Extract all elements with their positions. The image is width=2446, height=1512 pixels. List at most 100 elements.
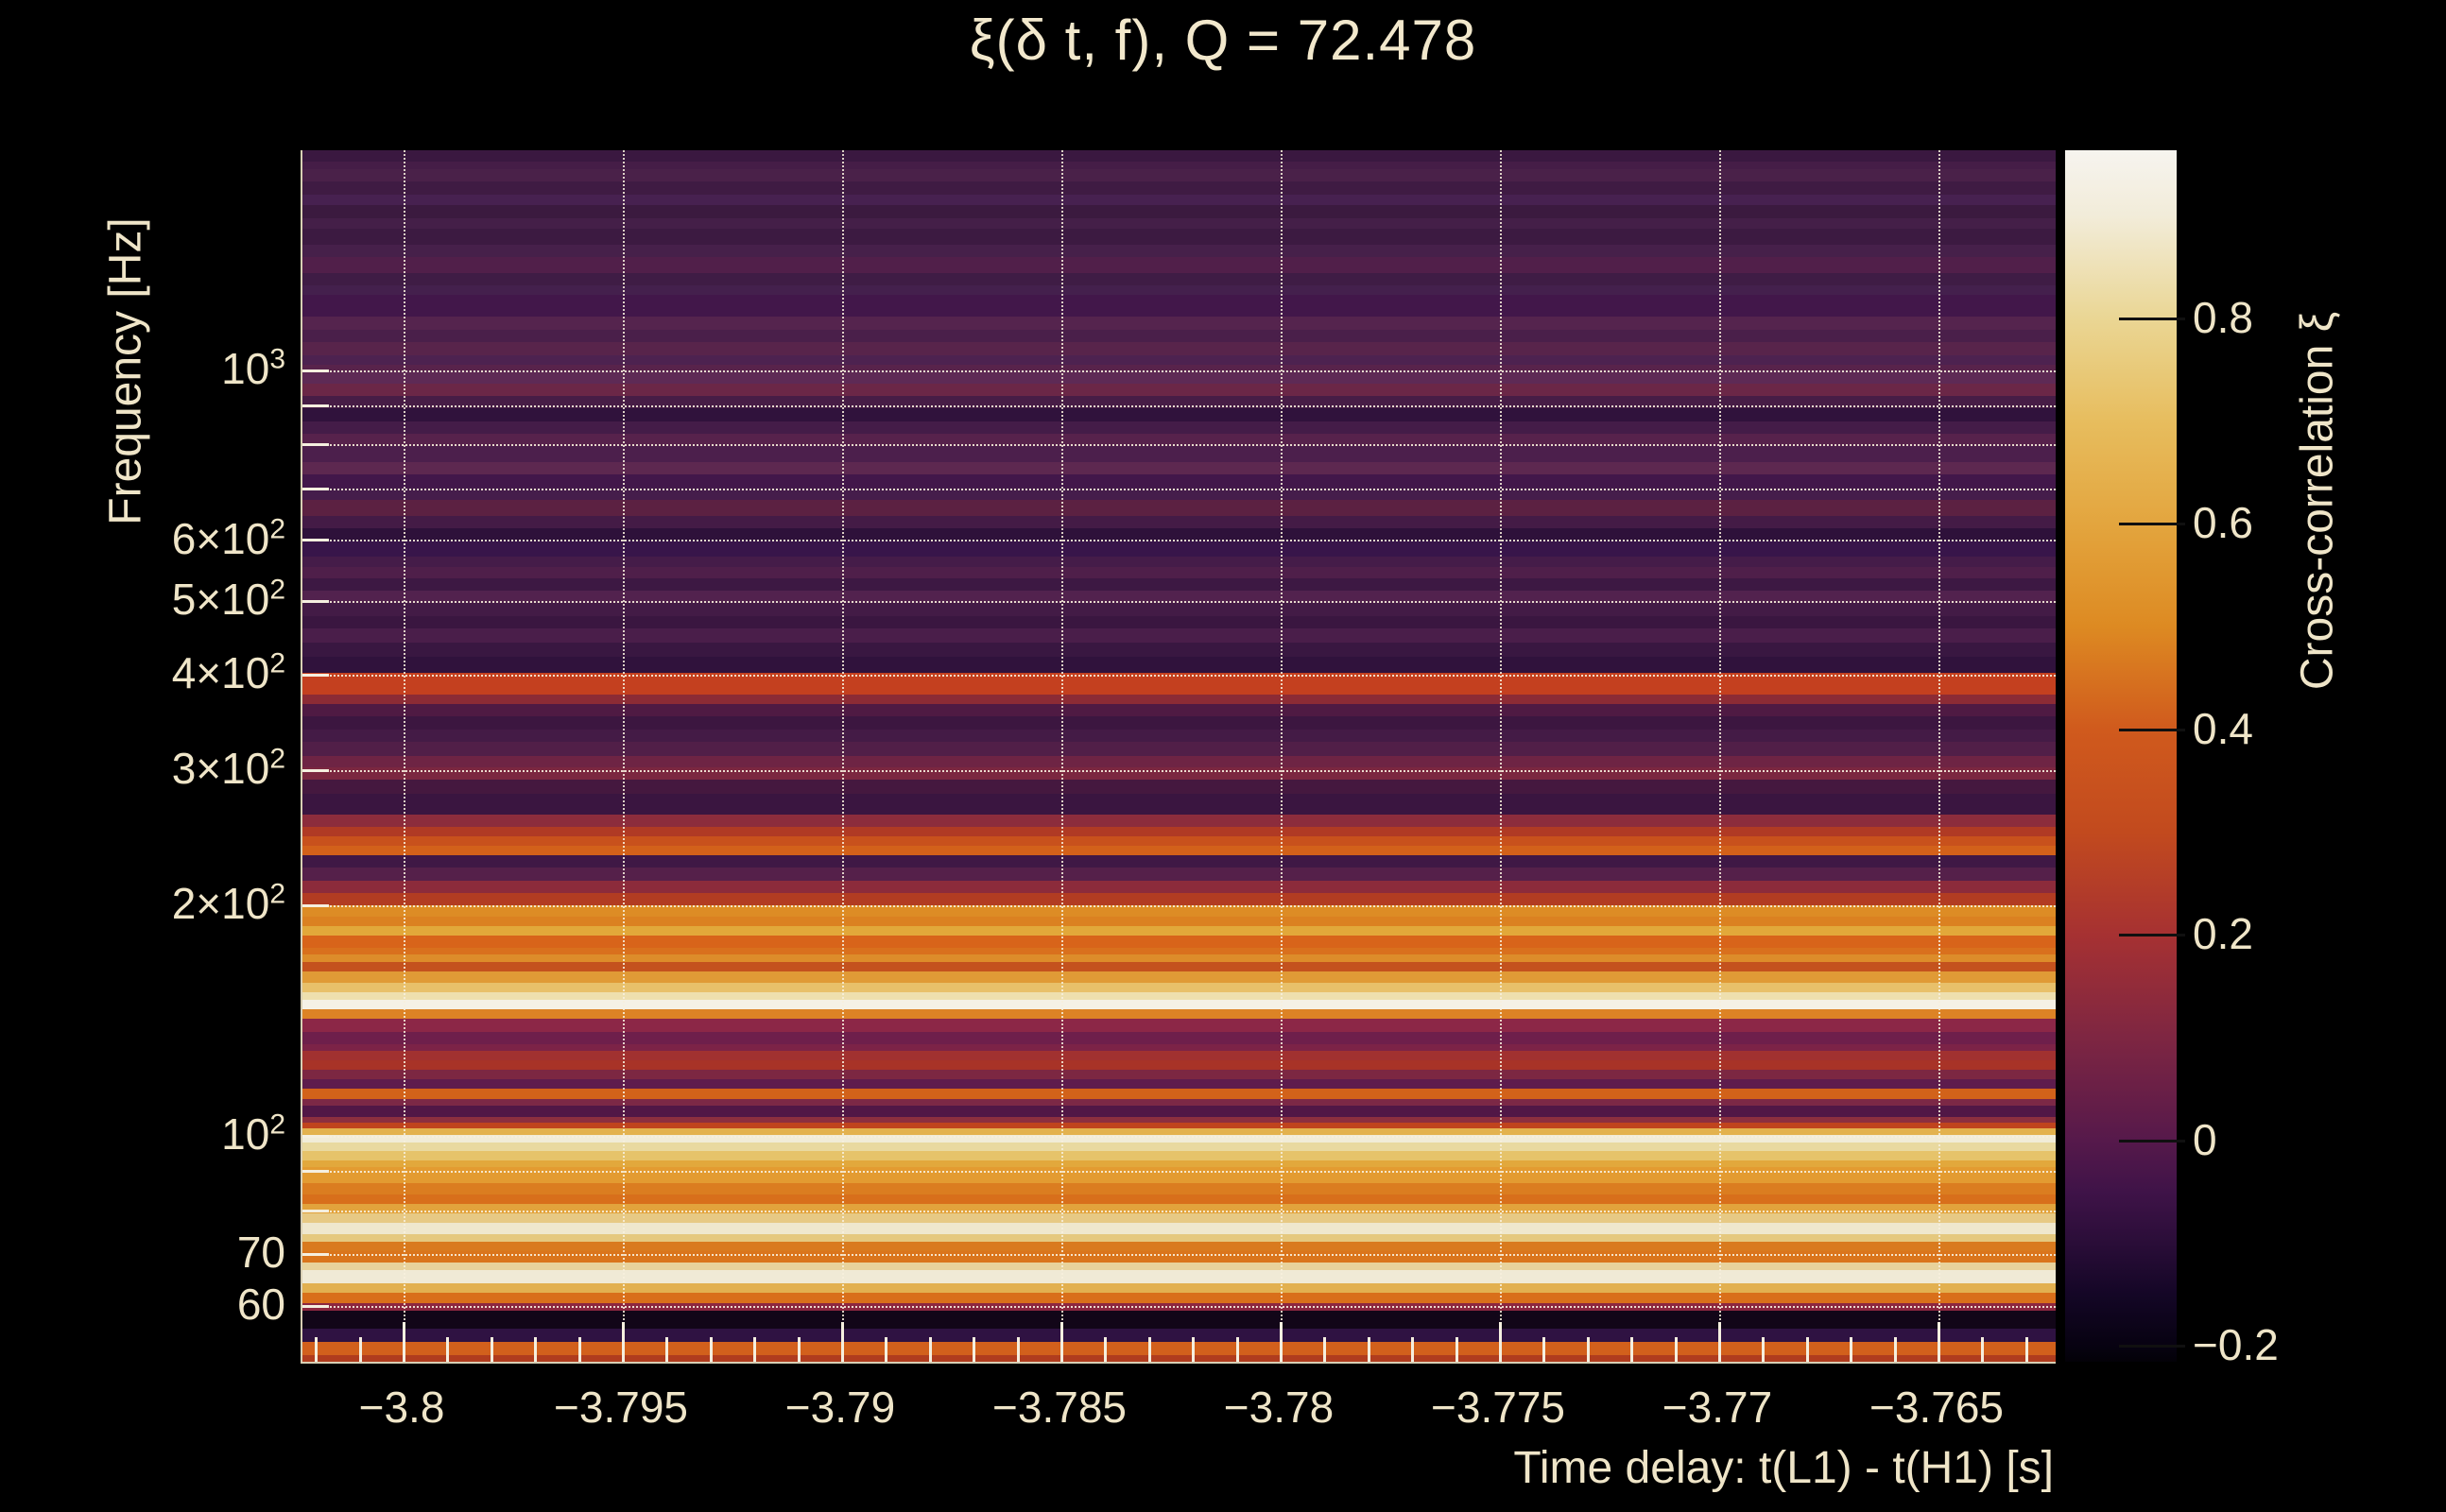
heatmap-band xyxy=(302,1355,2056,1362)
y-gridline xyxy=(302,1171,2056,1173)
x-gridline xyxy=(1500,150,1502,1362)
x-tick-mark xyxy=(928,1337,932,1362)
heatmap-band xyxy=(302,500,2056,516)
x-gridline xyxy=(623,150,625,1362)
heatmap-band xyxy=(302,257,2056,273)
y-tick-mark xyxy=(302,539,329,541)
colorbar-tick-mark xyxy=(2119,1140,2185,1143)
heatmap-band xyxy=(302,1283,2056,1293)
x-tick-mark xyxy=(1411,1337,1415,1362)
x-tick-mark xyxy=(665,1337,669,1362)
heatmap-band xyxy=(302,229,2056,245)
heatmap-band xyxy=(302,1270,2056,1283)
heatmap-band xyxy=(302,1160,2056,1167)
x-tick-mark xyxy=(1147,1337,1151,1362)
heatmap-band xyxy=(302,342,2056,355)
heatmap-band xyxy=(302,488,2056,500)
y-gridline xyxy=(302,405,2056,407)
x-tick-mark xyxy=(622,1322,625,1362)
heatmap-band xyxy=(302,245,2056,257)
heatmap-band xyxy=(302,948,2056,954)
heatmap-band xyxy=(302,408,2056,421)
heatmap-band xyxy=(302,926,2056,936)
colorbar-label: Cross-correlation ξ xyxy=(2292,311,2343,691)
heatmap-band xyxy=(302,557,2056,567)
x-tick-mark xyxy=(1323,1337,1327,1362)
heatmap-band xyxy=(302,971,2056,983)
heatmap-band xyxy=(302,295,2056,317)
heatmap-band xyxy=(302,643,2056,657)
heatmap-band xyxy=(302,1213,2056,1223)
heatmap-band xyxy=(302,868,2056,881)
x-tick-label: −3.785 xyxy=(992,1383,1127,1432)
heatmap-band xyxy=(302,905,2056,917)
heatmap-band xyxy=(302,1128,2056,1135)
y-tick-label: 2×102 xyxy=(171,878,285,928)
heatmap-band xyxy=(302,591,2056,603)
heatmap-band xyxy=(302,1342,2056,1355)
heatmap-band xyxy=(302,181,2056,195)
x-tick-mark xyxy=(1762,1337,1766,1362)
x-tick-mark xyxy=(1499,1322,1502,1362)
heatmap-band xyxy=(302,1032,2056,1044)
x-tick-label: −3.775 xyxy=(1431,1383,1565,1432)
heatmap-band xyxy=(302,195,2056,205)
heatmap-band xyxy=(302,421,2056,434)
heatmap-band xyxy=(302,462,2056,474)
x-tick-mark xyxy=(1893,1337,1897,1362)
heatmap-band xyxy=(302,827,2056,836)
colorbar-tick-label: −0.2 xyxy=(2193,1319,2279,1369)
y-tick-label: 60 xyxy=(236,1279,285,1329)
x-tick-mark xyxy=(2024,1337,2028,1362)
y-gridline xyxy=(302,370,2056,372)
heatmap-band xyxy=(302,1151,2056,1160)
colorbar-tick-label: 0.8 xyxy=(2193,292,2253,342)
x-tick-mark xyxy=(1367,1337,1370,1362)
x-tick-mark xyxy=(1718,1322,1721,1362)
heatmap-band xyxy=(302,673,2056,695)
heatmap-band xyxy=(302,1044,2056,1051)
y-tick-mark xyxy=(302,1135,329,1138)
colorbar-tick-mark xyxy=(2119,729,2185,731)
colorbar-tick-mark xyxy=(2119,934,2185,936)
x-tick-mark xyxy=(358,1337,362,1362)
heatmap-band xyxy=(302,567,2056,578)
heatmap-band xyxy=(302,815,2056,827)
y-gridline xyxy=(302,540,2056,541)
y-gridline xyxy=(302,444,2056,446)
x-tick-mark xyxy=(1016,1337,1020,1362)
y-tick-mark xyxy=(302,369,329,372)
y-tick-mark xyxy=(302,600,329,603)
y-tick-mark xyxy=(302,769,329,772)
heatmap-band xyxy=(302,716,2056,730)
heatmap-band xyxy=(302,162,2056,169)
x-tick-mark xyxy=(577,1337,581,1362)
x-gridline xyxy=(1938,150,1940,1362)
y-tick-label: 103 xyxy=(221,343,285,393)
x-tick-mark xyxy=(1060,1322,1063,1362)
heatmap-band xyxy=(302,657,2056,673)
x-tick-mark xyxy=(1192,1337,1196,1362)
heatmap-band xyxy=(302,528,2056,541)
heatmap-band xyxy=(302,1135,2056,1143)
x-tick-mark xyxy=(1542,1337,1546,1362)
heatmap-band xyxy=(302,992,2056,1000)
y-gridline xyxy=(302,1306,2056,1308)
colorbar-tick-label: 0.6 xyxy=(2193,497,2253,547)
x-tick-label: −3.78 xyxy=(1223,1383,1335,1432)
y-tick-mark xyxy=(302,488,329,490)
x-tick-mark xyxy=(797,1337,801,1362)
heatmap-band xyxy=(302,893,2056,905)
y-tick-label: 102 xyxy=(221,1108,285,1159)
colorbar-tick-label: 0.4 xyxy=(2193,703,2253,753)
y-tick-mark xyxy=(302,674,329,677)
x-tick-mark xyxy=(753,1337,757,1362)
y-tick-label: 5×102 xyxy=(171,574,285,624)
heatmap-band xyxy=(302,1194,2056,1204)
x-tick-label: −3.79 xyxy=(784,1383,896,1432)
heatmap-band xyxy=(302,370,2056,384)
y-tick-mark xyxy=(302,1170,329,1173)
colorbar-tick-mark xyxy=(2119,523,2185,525)
heatmap-band xyxy=(302,628,2056,643)
heatmap-band xyxy=(302,1051,2056,1060)
